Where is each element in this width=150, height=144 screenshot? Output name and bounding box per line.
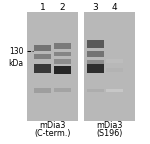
Text: 2: 2 — [59, 3, 65, 12]
Bar — [106, 59, 123, 63]
Text: 4: 4 — [112, 3, 118, 12]
Bar — [87, 40, 104, 48]
Bar — [106, 52, 123, 56]
Bar — [87, 89, 104, 92]
Bar — [54, 66, 71, 74]
Bar — [87, 51, 104, 57]
Bar — [106, 89, 123, 92]
Bar — [54, 52, 71, 56]
Bar — [87, 64, 104, 73]
Bar — [34, 45, 51, 51]
Text: mDia3: mDia3 — [39, 122, 66, 130]
Bar — [106, 68, 123, 72]
Bar — [54, 43, 71, 49]
Bar — [54, 88, 71, 92]
Bar — [27, 12, 78, 121]
Bar — [54, 59, 71, 64]
Bar — [34, 88, 51, 92]
Text: kDa: kDa — [8, 59, 23, 68]
Text: mDia3: mDia3 — [96, 122, 123, 130]
Text: 130: 130 — [9, 47, 23, 56]
Text: 3: 3 — [92, 3, 98, 12]
Bar — [87, 60, 104, 64]
Bar — [34, 64, 51, 73]
Bar — [84, 12, 135, 121]
Bar — [34, 54, 51, 59]
Text: 1: 1 — [40, 3, 46, 12]
Text: (S196): (S196) — [96, 129, 123, 138]
Text: (C-term.): (C-term.) — [34, 129, 71, 138]
